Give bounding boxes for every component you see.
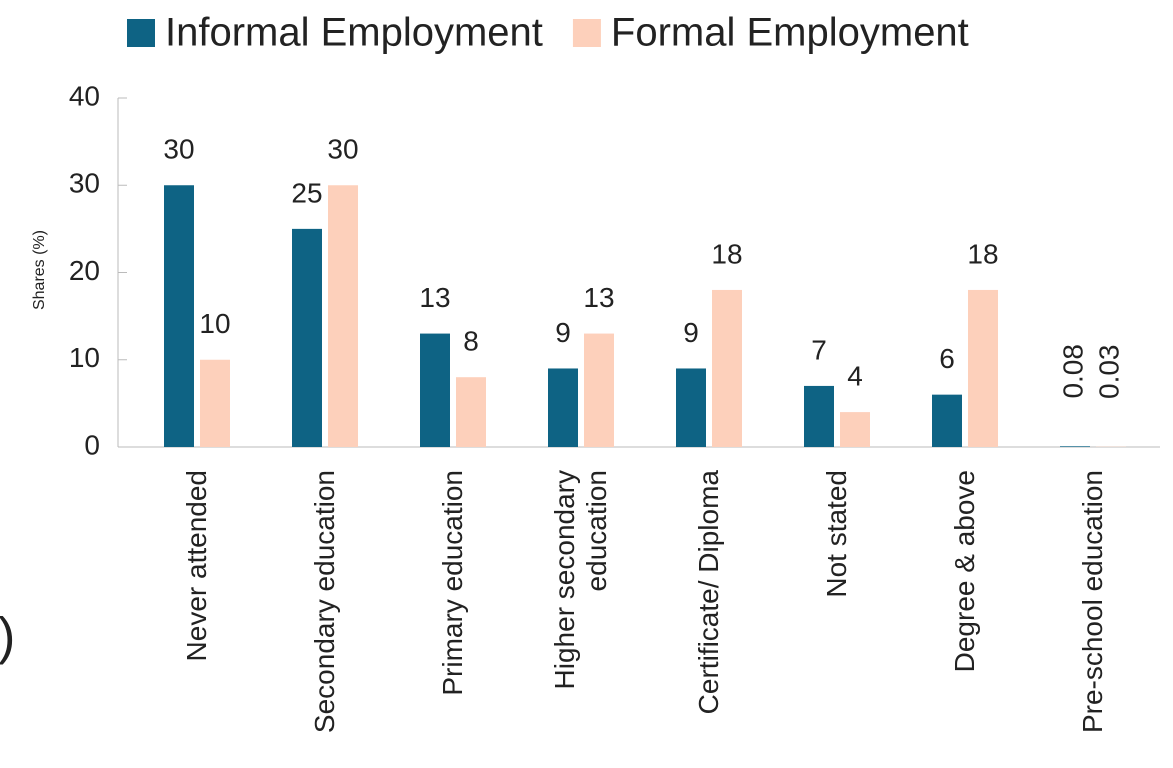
value-label: 8 [463, 326, 479, 357]
value-label: 0.03 [1093, 344, 1124, 399]
legend-label: Informal Employment [165, 11, 543, 55]
legend-swatch [572, 19, 601, 47]
y-axis-label: Shares (%) [31, 230, 48, 310]
bar [200, 359, 230, 447]
y-tick-label: 0 [84, 429, 100, 460]
value-label: 7 [811, 334, 827, 365]
bar [456, 377, 486, 447]
x-tick-label: Pre-school education [1077, 470, 1108, 734]
bar [932, 394, 962, 447]
value-label: 30 [327, 134, 358, 165]
side-fragment: ) [0, 608, 15, 666]
x-tick-label: Not stated [821, 470, 852, 598]
legend-swatch [127, 19, 155, 47]
x-tick-label: Degree & above [949, 470, 980, 673]
bar [164, 185, 194, 447]
value-label: 18 [967, 238, 998, 269]
bar [968, 289, 998, 447]
value-label: 13 [583, 282, 614, 313]
bar [840, 412, 870, 447]
y-tick-label: 30 [69, 168, 100, 199]
bar [712, 289, 742, 447]
value-label: 30 [163, 134, 194, 165]
x-tick-label: Primary education [437, 470, 468, 696]
x-tick-label: Secondary education [309, 470, 340, 734]
bar [804, 385, 834, 447]
value-label: 9 [683, 317, 699, 348]
value-label: 10 [199, 308, 230, 339]
value-label: 18 [711, 238, 742, 269]
value-label: 13 [419, 282, 450, 313]
y-tick-label: 10 [69, 342, 100, 373]
bar [548, 368, 578, 447]
bar [584, 333, 614, 447]
bar [1060, 446, 1090, 447]
x-tick-label: Certificate/ Diploma [693, 470, 724, 715]
bar [328, 185, 358, 447]
y-tick-label: 20 [69, 255, 100, 286]
value-label: 6 [939, 343, 955, 374]
legend-label: Formal Employment [611, 11, 969, 55]
value-label: 4 [847, 360, 863, 391]
value-label: 25 [291, 177, 322, 208]
y-tick-label: 40 [69, 80, 100, 111]
bar [420, 333, 450, 447]
bar [676, 368, 706, 447]
x-tick-label: Higher secondary education [549, 470, 612, 690]
bar [292, 228, 322, 447]
value-label: 0.08 [1057, 344, 1088, 399]
x-tick-label: Never attended [181, 470, 212, 662]
value-label: 9 [555, 317, 571, 348]
